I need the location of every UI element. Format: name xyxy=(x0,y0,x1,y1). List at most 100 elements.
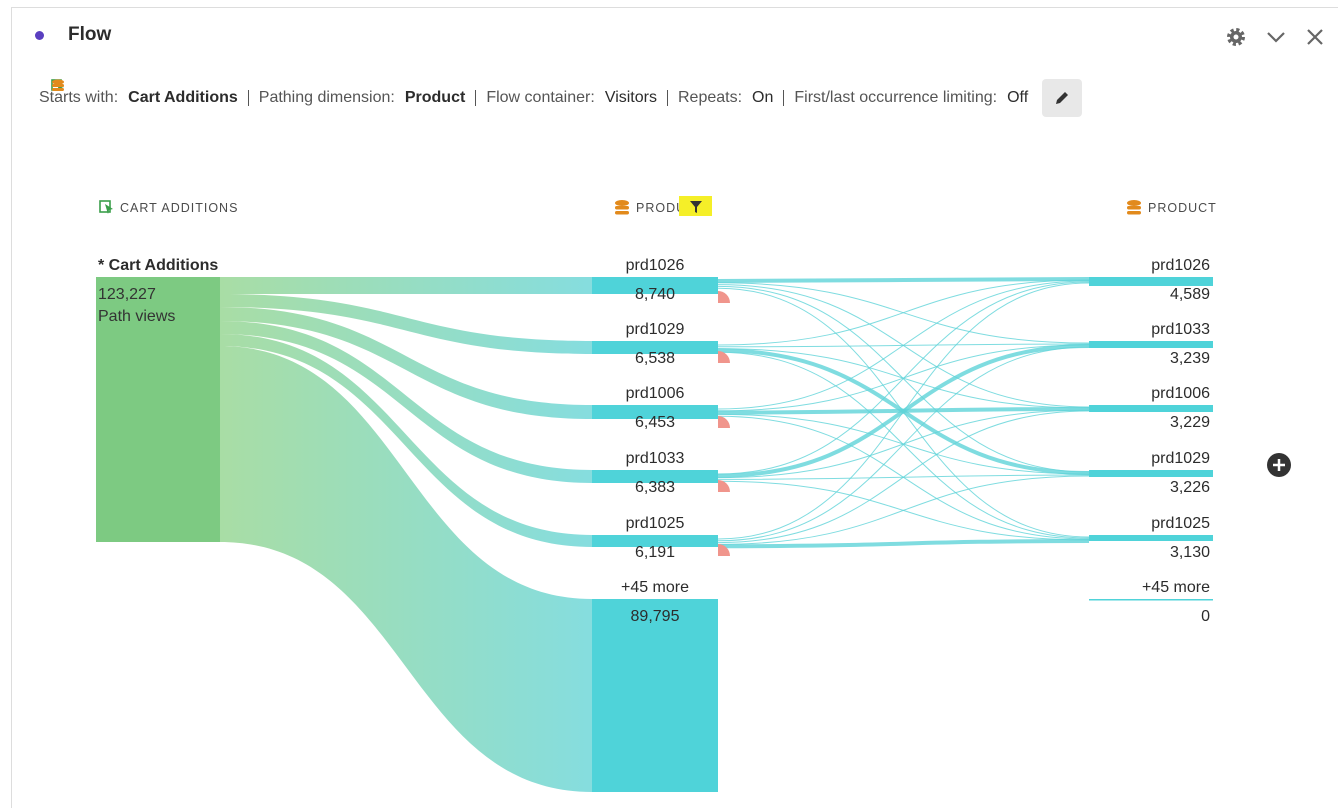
column-icon xyxy=(99,200,113,214)
node-value: 3,229 xyxy=(1170,414,1210,431)
flow-link xyxy=(717,475,1090,545)
node-label: prd1006 xyxy=(1151,385,1210,402)
flow-link xyxy=(717,281,1090,475)
node-bar xyxy=(1089,341,1213,348)
setting-item: Pathing dimension: Product xyxy=(52,79,476,106)
icon-part xyxy=(1127,211,1141,215)
flow-link xyxy=(717,280,1090,410)
node-value: 3,226 xyxy=(1170,479,1210,496)
flow-band xyxy=(220,334,592,547)
node-label: prd1029 xyxy=(1151,450,1210,467)
icon-part xyxy=(615,211,629,215)
setting-icon xyxy=(52,79,64,91)
setting-label: Repeats: xyxy=(677,89,743,106)
flow-link xyxy=(717,277,1090,283)
setting-item: Flow container: Visitors xyxy=(475,90,667,106)
exit-indicator xyxy=(718,416,730,428)
column-icon xyxy=(1127,200,1141,215)
node-bar xyxy=(1089,535,1213,541)
flow-link xyxy=(717,279,1090,346)
flow-link xyxy=(717,285,1090,473)
flow-band xyxy=(220,321,592,483)
icon-part xyxy=(99,200,111,213)
setting-value: On xyxy=(752,89,774,106)
node-bar xyxy=(592,470,718,483)
node-bar xyxy=(1089,277,1213,286)
node-label: prd1026 xyxy=(1151,257,1210,274)
setting-value: Off xyxy=(1007,89,1029,106)
settings-bar: Starts with: Cart Additions Pathing dimens… xyxy=(39,79,1083,117)
icon-part xyxy=(1127,200,1141,206)
node-value: 6,538 xyxy=(635,350,675,367)
node-note: Path views xyxy=(98,308,175,325)
setting-label: Starts with: xyxy=(39,89,119,106)
column-icon xyxy=(615,200,629,215)
close-icon[interactable] xyxy=(1307,29,1323,45)
setting-value: Product xyxy=(404,89,466,106)
flow-link xyxy=(717,282,1090,540)
node-bar xyxy=(96,277,220,542)
status-dot xyxy=(35,31,44,40)
node-value: 8,740 xyxy=(635,286,675,303)
flow-band xyxy=(220,277,592,294)
collapse-icon[interactable] xyxy=(1267,32,1285,43)
flow-link xyxy=(717,346,1090,542)
node-bar xyxy=(1089,599,1213,601)
icon-part xyxy=(1127,206,1141,210)
exit-indicator xyxy=(718,480,730,492)
node-value: 6,383 xyxy=(635,479,675,496)
node-value: 6,191 xyxy=(635,544,675,561)
setting-label: Pathing dimension: xyxy=(258,89,395,106)
node-value: 3,239 xyxy=(1170,350,1210,367)
panel-title: Flow xyxy=(68,24,112,45)
node-bar xyxy=(592,341,718,354)
node-bar xyxy=(592,535,718,547)
icon-part xyxy=(615,206,629,210)
node-label: +45 more xyxy=(1142,579,1210,596)
flow-link xyxy=(717,539,1090,549)
node-label: prd1026 xyxy=(626,257,685,274)
node-value: 3,130 xyxy=(1170,544,1210,561)
exit-indicator xyxy=(718,291,730,303)
node-value: 0 xyxy=(1201,608,1210,625)
add-button[interactable] xyxy=(1267,453,1291,477)
column-header: CART ADDITIONS xyxy=(120,201,238,215)
setting-item: Repeats: On xyxy=(666,89,783,106)
node-bar xyxy=(592,405,718,419)
exit-indicator xyxy=(718,544,730,556)
node-label: * Cart Additions xyxy=(98,257,218,274)
node-bar xyxy=(1089,405,1213,412)
node-label: prd1025 xyxy=(1151,515,1210,532)
panel: Flow Starts with: Cart Additions Pathing d… xyxy=(11,7,1338,808)
icon-part xyxy=(105,204,113,214)
setting-item: First/last occurrence limiting: Off xyxy=(783,90,1038,106)
node-value: 89,795 xyxy=(631,608,680,625)
node-bar xyxy=(592,277,718,294)
icon-part xyxy=(615,200,629,206)
flow-band xyxy=(220,307,592,419)
setting-value: Visitors xyxy=(604,89,657,106)
filter-icon[interactable] xyxy=(690,201,702,213)
node-label: prd1033 xyxy=(1151,321,1210,338)
gear-icon[interactable] xyxy=(1227,28,1245,46)
node-bar xyxy=(1089,470,1213,477)
flow-band xyxy=(220,294,592,354)
node-value: 123,227 xyxy=(98,286,156,303)
setting-label: Flow container: xyxy=(486,89,595,106)
flow-link xyxy=(717,351,1090,539)
node-label: prd1006 xyxy=(626,385,685,402)
flow-link xyxy=(717,410,1090,544)
node-label: +45 more xyxy=(621,579,689,596)
node-value: 6,453 xyxy=(635,414,675,431)
flow-band xyxy=(220,346,592,792)
edit-button[interactable] xyxy=(1042,79,1083,117)
column-header: PRODUCT xyxy=(1148,201,1217,215)
node-label: prd1033 xyxy=(626,450,685,467)
setting-value: Cart Additions xyxy=(128,89,238,106)
node-label: prd1029 xyxy=(626,321,685,338)
pencil-icon xyxy=(1056,92,1069,104)
node-bar xyxy=(592,599,718,792)
node-value: 4,589 xyxy=(1170,286,1210,303)
node-label: prd1025 xyxy=(626,515,685,532)
